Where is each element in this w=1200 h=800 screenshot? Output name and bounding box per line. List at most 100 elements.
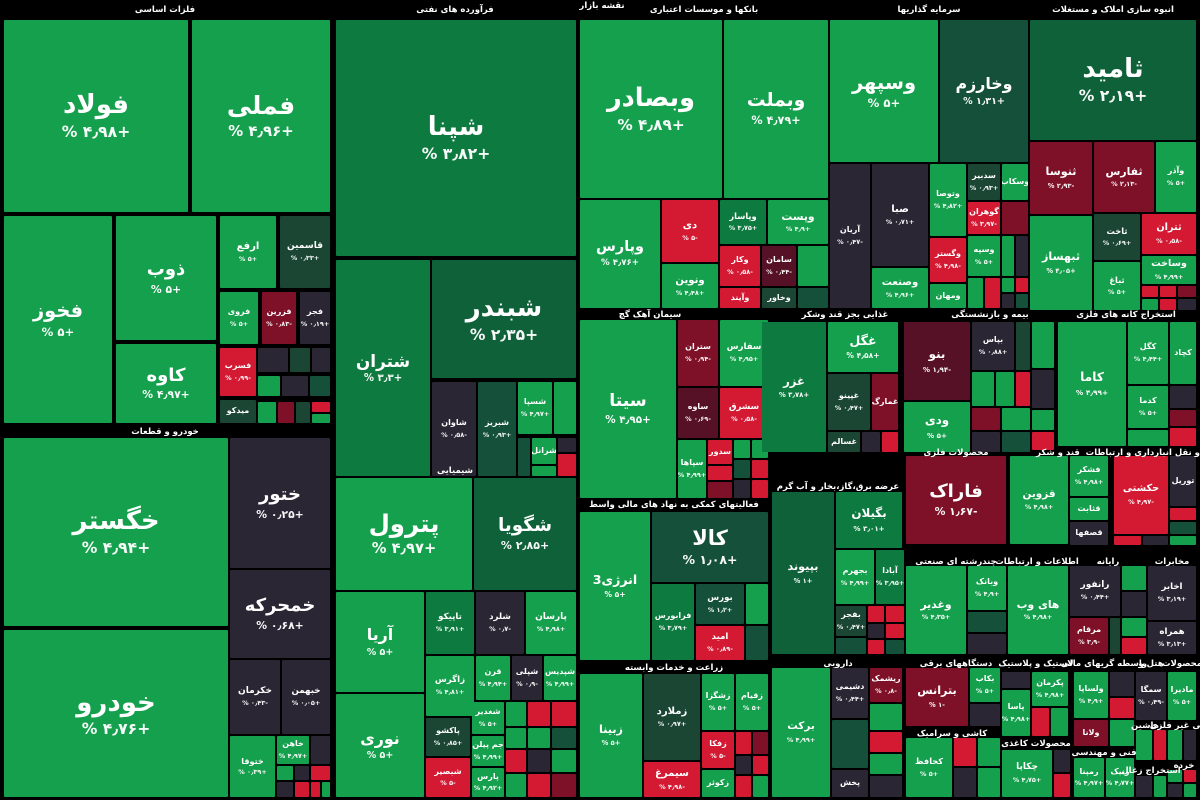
stock-tile[interactable]: پارسان +۴٫۹۸ % [526, 592, 576, 654]
stock-tile[interactable]: بنو -۱٫۹۴ % [904, 322, 970, 400]
stock-tile[interactable]: فشکر +۴٫۹۸ % [1070, 456, 1108, 496]
mini-tile[interactable] [753, 776, 768, 797]
mini-tile[interactable] [734, 460, 750, 478]
stock-tile[interactable]: پاکشو +۰٫۸۵ % [426, 718, 470, 756]
mini-tile[interactable] [746, 584, 768, 624]
stock-tile[interactable]: برکت +۴٫۹۹ % [772, 668, 830, 797]
stock-tile[interactable]: ذوب +۵ % [116, 216, 216, 340]
mini-tile[interactable] [1170, 536, 1196, 545]
stock-tile[interactable]: وپارس +۴٫۷۶ % [580, 200, 660, 308]
stock-tile[interactable]: بورس +۱٫۲ % [696, 584, 744, 624]
mini-tile[interactable] [1136, 776, 1152, 797]
stock-tile[interactable]: فزرین -۰٫۸۳ % [262, 292, 296, 344]
stock-tile[interactable]: وآذر +۵ % [1156, 142, 1196, 212]
mini-tile[interactable] [1170, 428, 1196, 446]
mini-tile[interactable] [734, 440, 750, 458]
stock-tile[interactable] [554, 382, 576, 434]
stock-tile[interactable]: وگستر -۴٫۹۸ % [930, 238, 966, 282]
mini-tile[interactable] [290, 348, 310, 372]
stock-tile[interactable]: حکشتی -۴٫۹۷ % [1114, 456, 1168, 534]
stock-tile[interactable]: آریان -۰٫۴۷ % [830, 164, 870, 308]
mini-tile[interactable] [1178, 286, 1196, 297]
stock-tile[interactable]: زاگرس +۴٫۸۱ % [426, 656, 474, 716]
stock-tile[interactable]: چکاپا +۴٫۷۵ % [1002, 750, 1052, 797]
mini-tile[interactable] [310, 376, 330, 396]
stock-tile[interactable]: مرقام -۳٫۹ % [1070, 618, 1108, 654]
mini-tile[interactable] [1032, 410, 1054, 430]
mini-tile[interactable] [798, 288, 828, 308]
stock-tile[interactable]: کچاد [1170, 322, 1196, 384]
stock-tile[interactable]: ثفارس -۲٫۱۳ % [1094, 142, 1154, 212]
mini-tile[interactable] [1136, 730, 1152, 760]
mini-tile[interactable] [954, 738, 976, 766]
stock-tile[interactable]: زبینا +۵ % [580, 674, 642, 797]
mini-tile[interactable] [506, 702, 526, 726]
mini-tile[interactable] [1110, 720, 1134, 746]
stock-tile[interactable]: پخش [832, 770, 868, 797]
mini-tile[interactable] [506, 750, 526, 772]
mini-tile[interactable] [832, 720, 868, 768]
stock-tile[interactable]: پاسا +۴٫۹۸ % [1002, 690, 1030, 736]
stock-tile[interactable]: کاوه +۴٫۹۷ % [116, 344, 216, 423]
stock-tile[interactable]: وتوصا +۴٫۸۲ % [930, 164, 966, 236]
stock-tile[interactable]: نوری +۵ % [336, 694, 424, 797]
mini-tile[interactable] [552, 750, 576, 772]
stock-tile[interactable]: قصفها [1070, 522, 1108, 545]
stock-tile[interactable]: بفجر +۰٫۴۷ % [836, 606, 866, 636]
mini-tile[interactable] [1016, 294, 1028, 308]
mini-tile[interactable] [870, 732, 902, 752]
mini-tile[interactable] [1122, 638, 1146, 654]
stock-tile[interactable]: خاهن +۴٫۹۷ % [277, 736, 309, 764]
mini-tile[interactable] [1051, 708, 1068, 736]
mini-tile[interactable] [528, 728, 550, 748]
stock-tile[interactable] [1032, 370, 1054, 408]
mini-tile[interactable] [734, 480, 750, 498]
stock-tile[interactable]: رمپنا +۴٫۹۷ % [1074, 758, 1104, 797]
mini-tile[interactable] [1114, 536, 1141, 545]
stock-tile[interactable]: فروی +۵ % [220, 292, 258, 344]
stock-tile[interactable]: وسپه +۵ % [968, 236, 1000, 276]
mini-tile[interactable] [968, 612, 1006, 632]
mini-tile[interactable] [978, 768, 1000, 797]
mini-tile[interactable] [746, 626, 768, 660]
mini-tile[interactable] [528, 750, 550, 772]
mini-tile[interactable] [528, 702, 550, 726]
mini-tile[interactable] [1110, 698, 1134, 718]
stock-tile[interactable]: تاپیکو +۳٫۹۱ % [426, 592, 474, 654]
stock-tile[interactable]: ثباغ +۵ % [1094, 262, 1140, 310]
stock-tile[interactable]: فاراک -۱٫۶۷ % [906, 456, 1006, 544]
stock-tile[interactable]: غگل +۴٫۵۸ % [828, 322, 898, 372]
mini-tile[interactable] [1110, 672, 1134, 696]
stock-tile[interactable]: ولساپا +۴٫۹ % [1074, 672, 1108, 718]
mini-tile[interactable] [978, 738, 1000, 766]
mini-tile[interactable] [312, 414, 330, 423]
mini-tile[interactable] [736, 776, 751, 797]
mini-tile[interactable] [1054, 774, 1070, 797]
mini-tile[interactable] [295, 782, 309, 797]
mini-tile[interactable] [985, 278, 1000, 308]
stock-tile[interactable] [1032, 322, 1054, 368]
stock-tile[interactable]: وکار -۰٫۵۸ % [720, 246, 760, 286]
stock-tile[interactable]: صبا +۰٫۷۱ % [872, 164, 928, 266]
stock-tile[interactable]: ولانا [1074, 720, 1108, 746]
stock-tile[interactable]: آریا +۵ % [336, 592, 424, 692]
mini-tile[interactable] [708, 466, 732, 480]
mini-tile[interactable] [1002, 202, 1028, 234]
stock-tile[interactable]: شپنا +۳٫۸۲ % [336, 20, 576, 256]
mini-tile[interactable] [972, 432, 1000, 452]
mini-tile[interactable] [1160, 286, 1176, 297]
stock-tile[interactable]: خکرمان -۰٫۴۳ % [230, 660, 280, 734]
mini-tile[interactable] [258, 402, 276, 423]
stock-tile[interactable]: ثاخت +۰٫۶۹ % [1094, 214, 1140, 260]
mini-tile[interactable] [752, 480, 768, 498]
mini-tile[interactable] [736, 732, 751, 754]
stock-tile[interactable]: ثامید +۲٫۱۹ % [1030, 20, 1196, 140]
stock-tile[interactable]: سیتا +۴٫۹۵ % [580, 320, 676, 498]
mini-tile[interactable] [296, 402, 310, 423]
stock-tile[interactable]: قرن +۴٫۹۴ % [476, 656, 510, 700]
mini-tile[interactable] [970, 704, 1000, 726]
mini-tile[interactable] [886, 624, 904, 638]
stock-tile[interactable]: سیمرغ -۴٫۹۸ % [644, 762, 700, 797]
mini-tile[interactable] [295, 766, 309, 780]
stock-tile[interactable]: کالا +۱٫۰۸ % [652, 512, 768, 582]
